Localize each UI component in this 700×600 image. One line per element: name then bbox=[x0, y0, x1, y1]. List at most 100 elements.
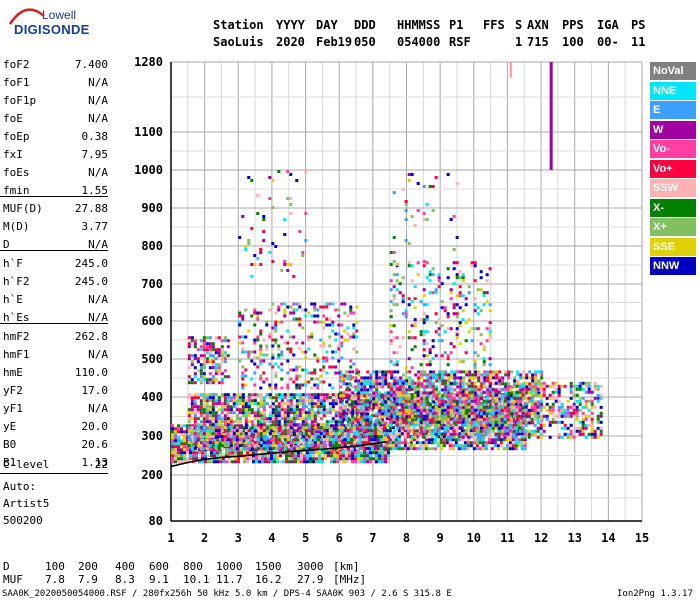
echo-point bbox=[500, 417, 504, 421]
echo-point bbox=[268, 414, 272, 418]
echo-point bbox=[369, 460, 372, 464]
echo-point bbox=[177, 430, 180, 434]
echo-point bbox=[384, 397, 388, 401]
x-tick-label: 3 bbox=[235, 531, 242, 545]
echo-point bbox=[422, 354, 426, 358]
echo-point bbox=[410, 336, 414, 340]
echo-point bbox=[444, 379, 448, 383]
echo-point bbox=[274, 432, 278, 436]
echo-point bbox=[467, 399, 471, 403]
echo-point bbox=[190, 378, 194, 382]
echo-point bbox=[304, 405, 308, 409]
echo-point bbox=[346, 441, 350, 445]
echo-point bbox=[507, 421, 511, 425]
echo-point bbox=[192, 439, 195, 443]
echo-point bbox=[277, 420, 281, 424]
echo-point bbox=[357, 415, 361, 419]
param-value: 3.77 bbox=[81, 220, 109, 233]
echo-point bbox=[432, 409, 436, 413]
param-name: h`Es bbox=[3, 311, 30, 324]
echo-point bbox=[447, 415, 451, 419]
echo-point bbox=[214, 399, 218, 403]
echo-point bbox=[422, 405, 426, 409]
echo-point bbox=[395, 399, 399, 403]
echo-point bbox=[378, 379, 382, 383]
echo-point bbox=[476, 390, 480, 394]
echo-point bbox=[455, 276, 459, 280]
echo-point bbox=[289, 408, 293, 412]
echo-point bbox=[238, 444, 242, 448]
echo-point bbox=[521, 390, 525, 394]
echo-point bbox=[413, 285, 417, 289]
echo-point bbox=[501, 394, 505, 398]
echo-point bbox=[376, 432, 380, 436]
echo-point bbox=[312, 457, 315, 461]
echo-point bbox=[286, 399, 290, 403]
echo-point bbox=[474, 385, 478, 389]
echo-point bbox=[432, 394, 436, 398]
echo-point bbox=[198, 460, 201, 464]
echo-point bbox=[398, 411, 402, 415]
echo-point bbox=[476, 399, 480, 403]
echo-point bbox=[402, 421, 406, 425]
param-name: hmF1 bbox=[3, 348, 30, 361]
echo-point bbox=[411, 415, 415, 419]
echo-point bbox=[403, 429, 407, 433]
echo-point bbox=[401, 387, 405, 391]
echo-point bbox=[259, 396, 263, 400]
echo-point bbox=[253, 444, 257, 448]
echo-point bbox=[267, 439, 270, 443]
echo-point bbox=[342, 415, 346, 419]
echo-point bbox=[381, 409, 385, 413]
echo-point bbox=[378, 412, 382, 416]
echo-point bbox=[219, 454, 222, 458]
echo-point bbox=[460, 444, 464, 448]
echo-point bbox=[328, 420, 332, 424]
echo-point bbox=[485, 432, 489, 436]
echo-point bbox=[378, 415, 382, 419]
echo-point bbox=[327, 448, 330, 452]
echo-point bbox=[452, 402, 456, 406]
echo-point bbox=[545, 402, 549, 406]
echo-point bbox=[307, 311, 311, 315]
echo-point bbox=[456, 376, 460, 380]
echo-point bbox=[454, 441, 458, 445]
echo-point bbox=[548, 405, 552, 409]
echo-point bbox=[234, 424, 237, 428]
echo-point bbox=[348, 421, 352, 425]
echo-point bbox=[360, 451, 363, 455]
echo-point bbox=[289, 432, 293, 436]
param-name: M(D) bbox=[3, 220, 30, 233]
echo-point bbox=[255, 448, 258, 452]
echo-point bbox=[513, 409, 517, 413]
echo-point bbox=[352, 311, 356, 315]
echo-point bbox=[459, 385, 463, 389]
echo-point bbox=[220, 354, 224, 358]
echo-point bbox=[223, 405, 227, 409]
echo-point bbox=[262, 423, 266, 427]
echo-point bbox=[587, 432, 591, 436]
echo-point bbox=[322, 432, 326, 436]
echo-point bbox=[244, 423, 248, 427]
echo-point bbox=[467, 402, 471, 406]
echo-point bbox=[470, 405, 474, 409]
echo-point bbox=[523, 432, 527, 436]
echo-point bbox=[193, 402, 197, 406]
echo-point bbox=[322, 414, 326, 418]
echo-point bbox=[415, 447, 419, 451]
echo-point bbox=[328, 383, 332, 387]
echo-point bbox=[340, 444, 344, 448]
echo-point bbox=[298, 435, 302, 439]
echo-point bbox=[461, 390, 465, 394]
echo-point bbox=[214, 426, 218, 430]
echo-point bbox=[410, 384, 414, 388]
echo-point bbox=[280, 335, 284, 339]
header-label: HHMMSS bbox=[397, 18, 441, 32]
echo-point bbox=[506, 435, 510, 439]
echo-point bbox=[259, 362, 263, 366]
echo-point bbox=[345, 382, 349, 386]
echo-point bbox=[345, 412, 349, 416]
echo-point bbox=[217, 447, 221, 451]
echo-point bbox=[455, 408, 459, 412]
echo-point bbox=[446, 435, 450, 439]
